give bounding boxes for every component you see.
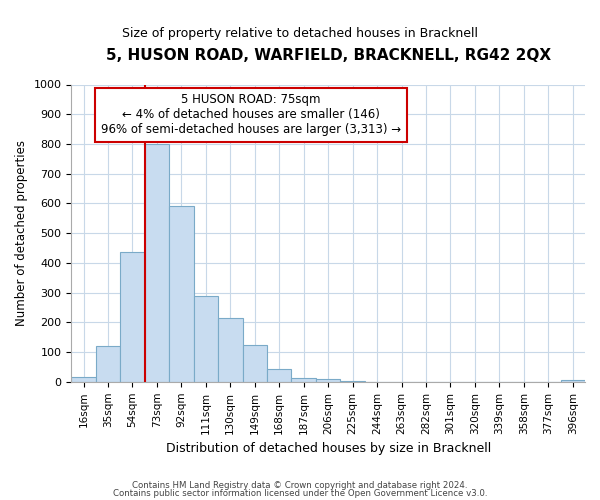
- Bar: [120, 252, 145, 382]
- Title: 5, HUSON ROAD, WARFIELD, BRACKNELL, RG42 2QX: 5, HUSON ROAD, WARFIELD, BRACKNELL, RG42…: [106, 48, 551, 62]
- Bar: [340, 381, 365, 382]
- Text: 5 HUSON ROAD: 75sqm
← 4% of detached houses are smaller (146)
96% of semi-detach: 5 HUSON ROAD: 75sqm ← 4% of detached hou…: [101, 94, 401, 136]
- Bar: [71, 378, 96, 382]
- X-axis label: Distribution of detached houses by size in Bracknell: Distribution of detached houses by size …: [166, 442, 491, 455]
- Bar: [316, 380, 340, 382]
- Bar: [242, 344, 267, 382]
- Bar: [267, 370, 292, 382]
- Text: Contains HM Land Registry data © Crown copyright and database right 2024.: Contains HM Land Registry data © Crown c…: [132, 481, 468, 490]
- Bar: [194, 296, 218, 382]
- Bar: [560, 380, 585, 382]
- Text: Contains public sector information licensed under the Open Government Licence v3: Contains public sector information licen…: [113, 488, 487, 498]
- Y-axis label: Number of detached properties: Number of detached properties: [15, 140, 28, 326]
- Bar: [96, 346, 120, 382]
- Bar: [169, 206, 194, 382]
- Bar: [145, 144, 169, 382]
- Bar: [292, 378, 316, 382]
- Text: Size of property relative to detached houses in Bracknell: Size of property relative to detached ho…: [122, 28, 478, 40]
- Bar: [218, 318, 242, 382]
